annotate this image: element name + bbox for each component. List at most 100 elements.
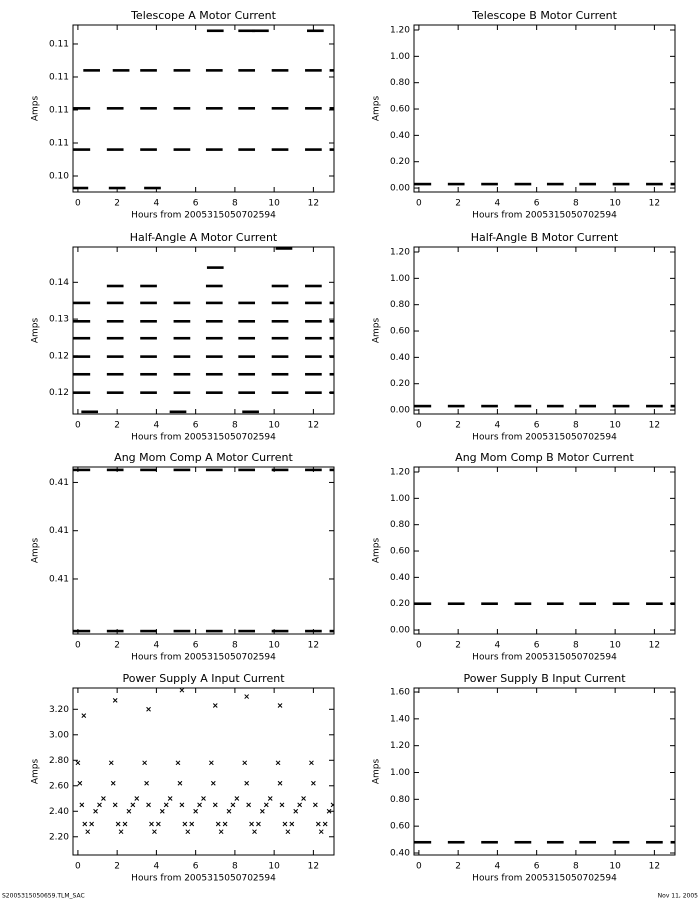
data-dash bbox=[173, 320, 191, 323]
data-dash bbox=[271, 148, 289, 151]
y-tick-label: 0.00 bbox=[390, 626, 410, 636]
x-tick-label: 0 bbox=[75, 199, 81, 209]
data-dash bbox=[173, 301, 191, 305]
y-tick-label: 1.20 bbox=[390, 248, 410, 258]
data-point bbox=[326, 808, 332, 814]
data-dash bbox=[414, 404, 432, 408]
plot-frame bbox=[413, 687, 676, 856]
data-dash bbox=[169, 410, 187, 414]
data-dash bbox=[173, 336, 191, 340]
x-tick-label: 2 bbox=[455, 862, 461, 872]
data-dash bbox=[329, 336, 334, 340]
data-dash bbox=[173, 107, 191, 110]
chart-title: Power Supply A Input Current bbox=[122, 672, 285, 685]
data-point bbox=[315, 821, 321, 827]
x-tick-label: 6 bbox=[534, 862, 540, 872]
data-dash bbox=[140, 355, 157, 358]
x-tick-label: 8 bbox=[573, 862, 579, 872]
x-tick-label: 8 bbox=[232, 641, 238, 651]
data-dash bbox=[206, 29, 224, 33]
data-point bbox=[82, 821, 88, 827]
x-tick-label: 2 bbox=[114, 641, 120, 651]
data-point bbox=[110, 780, 116, 786]
data-point bbox=[134, 796, 140, 801]
data-dash bbox=[646, 182, 663, 186]
x-tick-label: 2 bbox=[114, 862, 120, 872]
x-tick-label: 12 bbox=[649, 421, 660, 431]
data-dash bbox=[106, 320, 124, 323]
data-dash bbox=[612, 404, 630, 408]
data-point bbox=[79, 802, 85, 808]
data-point bbox=[244, 780, 250, 786]
data-dash bbox=[546, 840, 564, 844]
data-point bbox=[115, 821, 121, 827]
data-dash bbox=[238, 372, 256, 376]
data-point bbox=[112, 802, 118, 808]
data-point bbox=[309, 760, 314, 766]
data-dash bbox=[271, 301, 289, 305]
data-dash bbox=[329, 107, 334, 110]
data-point bbox=[311, 780, 316, 786]
x-axis-label: Hours from 2005315050702594 bbox=[472, 874, 617, 884]
data-dash bbox=[140, 107, 157, 110]
data-dash bbox=[447, 404, 465, 408]
data-dash bbox=[271, 355, 289, 358]
x-tick-label: 0 bbox=[75, 862, 81, 872]
data-dash bbox=[670, 840, 675, 844]
plot-frame bbox=[413, 466, 676, 635]
data-dash bbox=[73, 148, 91, 151]
x-tick-label: 12 bbox=[308, 641, 319, 651]
data-point bbox=[297, 802, 303, 808]
plot-frame bbox=[413, 246, 676, 415]
data-dash bbox=[73, 468, 91, 472]
data-point bbox=[230, 802, 236, 808]
data-dash bbox=[140, 284, 157, 288]
data-dash bbox=[73, 629, 91, 633]
data-dash bbox=[329, 629, 334, 633]
data-dash bbox=[81, 410, 99, 414]
x-tick-label: 6 bbox=[534, 421, 540, 431]
data-point bbox=[146, 802, 151, 808]
y-tick-label: 0.20 bbox=[390, 157, 410, 167]
data-point bbox=[189, 821, 195, 827]
plot-frame bbox=[413, 24, 676, 193]
data-dash bbox=[140, 148, 157, 151]
data-dash bbox=[144, 186, 161, 190]
y-axis-label: Amps bbox=[372, 318, 382, 344]
data-point bbox=[182, 821, 188, 827]
footer-right: Nov 11, 2005 bbox=[658, 893, 699, 900]
y-tick-label: 2.40 bbox=[49, 807, 69, 817]
plot-data bbox=[414, 602, 675, 606]
data-dash bbox=[238, 148, 256, 151]
data-point bbox=[85, 829, 91, 835]
data-dash bbox=[106, 629, 124, 633]
x-tick-label: 4 bbox=[154, 421, 160, 431]
data-dash bbox=[73, 355, 91, 358]
y-tick-label: 0.00 bbox=[390, 406, 410, 416]
data-dash bbox=[140, 391, 157, 394]
data-point bbox=[77, 780, 83, 786]
y-tick-label: 0.12 bbox=[49, 351, 69, 361]
data-dash bbox=[305, 355, 322, 358]
data-dash bbox=[271, 107, 289, 110]
data-dash bbox=[140, 468, 157, 472]
y-tick-label: 0.60 bbox=[390, 822, 410, 832]
plot-data bbox=[73, 247, 334, 414]
data-point bbox=[260, 808, 265, 814]
data-dash bbox=[112, 69, 130, 72]
data-dash bbox=[205, 336, 223, 340]
data-dash bbox=[447, 602, 465, 606]
data-dash bbox=[307, 29, 324, 33]
data-point bbox=[256, 821, 261, 827]
data-dash bbox=[275, 247, 293, 250]
data-dash bbox=[173, 629, 191, 633]
data-point bbox=[159, 808, 165, 814]
x-tick-label: 10 bbox=[268, 862, 280, 872]
x-tick-label: 4 bbox=[154, 862, 160, 872]
x-tick-label: 10 bbox=[609, 421, 621, 431]
data-point bbox=[218, 829, 224, 835]
data-point bbox=[267, 796, 273, 801]
data-dash bbox=[238, 29, 256, 33]
x-tick-label: 10 bbox=[609, 862, 621, 872]
data-point bbox=[212, 802, 218, 808]
